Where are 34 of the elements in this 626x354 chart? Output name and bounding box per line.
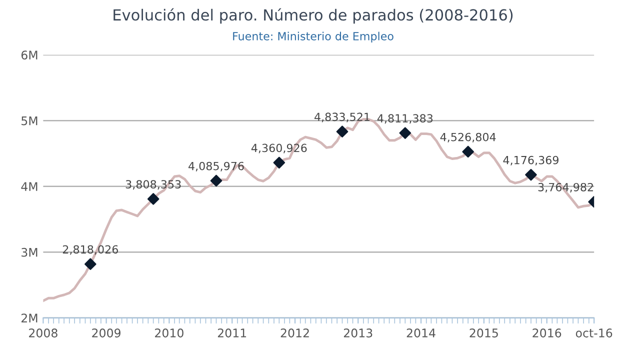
point bbox=[525, 168, 537, 181]
point bbox=[147, 193, 160, 205]
y-tick-label: 4M bbox=[21, 182, 38, 191]
x-tick-label: 2012 bbox=[280, 328, 309, 338]
point bbox=[462, 146, 474, 158]
x-tick-label: 2011 bbox=[218, 328, 246, 338]
data-label: 4,833,521 bbox=[314, 112, 370, 122]
point bbox=[273, 156, 286, 169]
x-tick-label: 2010 bbox=[155, 328, 184, 338]
data-label: 4,176,369 bbox=[503, 156, 558, 166]
y-tick-label: 2M bbox=[22, 314, 38, 322]
y-tick-label: 5M bbox=[22, 116, 38, 126]
data-label: 3,808,353 bbox=[126, 180, 181, 190]
data-label: 3,764,982 bbox=[538, 182, 593, 192]
x-tick-label: 2008 bbox=[29, 328, 58, 338]
chart-title: Evolución del paro. Número de parados (2008-2016) bbox=[114, 8, 513, 24]
x-tick-label: 2009 bbox=[92, 328, 120, 338]
x-tick-label: 2016 bbox=[532, 328, 562, 338]
x-tick-label: 2015 bbox=[470, 328, 498, 338]
x-tick-label: 2014 bbox=[406, 328, 436, 338]
point bbox=[210, 174, 222, 187]
y-tick-label: 6M bbox=[21, 50, 38, 60]
x-tick-label: oct-16 bbox=[576, 328, 612, 338]
chart-subtitle: Fuente: Ministerio de Empleo bbox=[233, 32, 394, 43]
data-label: 2,818,026 bbox=[62, 245, 118, 255]
data-label: 4,526,804 bbox=[440, 132, 496, 142]
data-label: 4,360,926 bbox=[251, 144, 307, 154]
point bbox=[399, 127, 412, 139]
point bbox=[336, 126, 348, 138]
x-tick-label: 2013 bbox=[344, 328, 372, 338]
point bbox=[84, 258, 96, 270]
data-label: 4,085,976 bbox=[188, 162, 244, 172]
y-tick-label: 3M bbox=[22, 248, 38, 257]
data-label: 4,811,383 bbox=[377, 114, 433, 124]
